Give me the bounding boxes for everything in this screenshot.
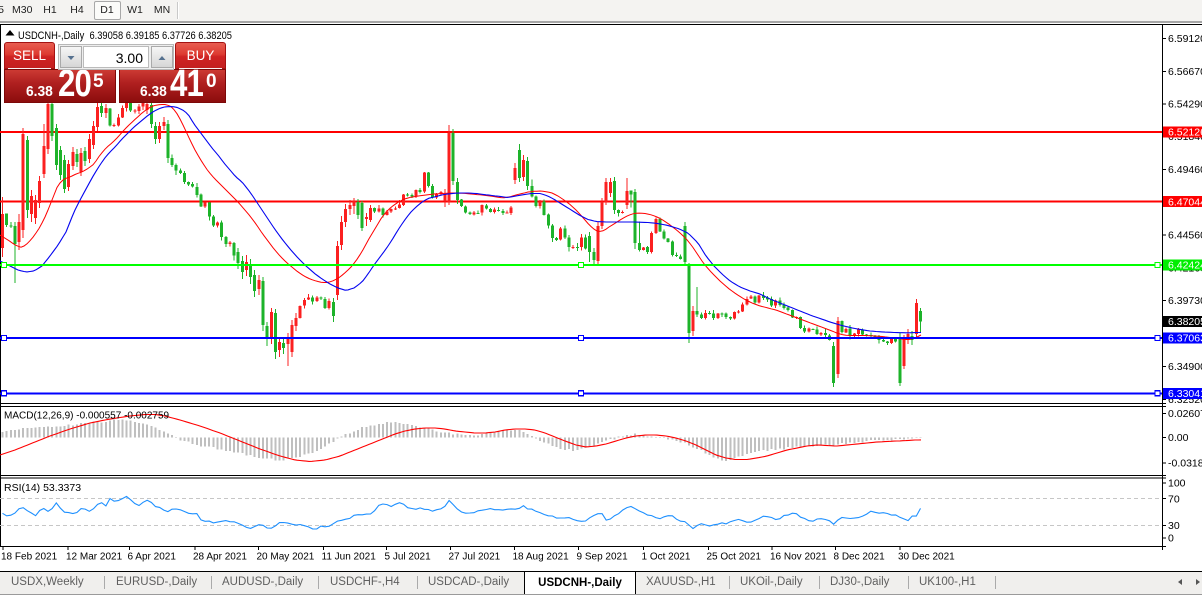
- svg-text:6.42424: 6.42424: [1168, 260, 1202, 272]
- svg-text:28 Apr 2021: 28 Apr 2021: [193, 552, 247, 563]
- svg-text:6.59120: 6.59120: [1168, 33, 1202, 45]
- svg-text:6 Apr 2021: 6 Apr 2021: [128, 552, 177, 563]
- svg-text:6.47044: 6.47044: [1168, 196, 1202, 208]
- svg-text:6.34900: 6.34900: [1168, 361, 1202, 373]
- svg-text:70: 70: [1168, 493, 1180, 505]
- svg-text:6.33041: 6.33041: [1168, 388, 1202, 400]
- svg-text:30 Dec 2021: 30 Dec 2021: [898, 552, 955, 563]
- svg-text:6.49460: 6.49460: [1168, 164, 1202, 176]
- svg-text:-0.03187: -0.03187: [1168, 458, 1202, 470]
- svg-text:RSI(14) 53.3373: RSI(14) 53.3373: [4, 482, 81, 494]
- svg-text:20 May 2021: 20 May 2021: [257, 552, 315, 563]
- svg-text:MACD(12,26,9) -0.000557 -0.002: MACD(12,26,9) -0.000557 -0.002759: [4, 411, 170, 422]
- svg-text:27 Jul 2021: 27 Jul 2021: [449, 552, 501, 563]
- svg-text:6.44560: 6.44560: [1168, 230, 1202, 242]
- svg-text:11 Jun 2021: 11 Jun 2021: [322, 552, 377, 563]
- svg-text:6.56670: 6.56670: [1168, 66, 1202, 78]
- svg-text:18 Aug 2021: 18 Aug 2021: [513, 552, 570, 563]
- svg-text:USDCNH-,Daily 6.39058 6.39185: USDCNH-,Daily 6.39058 6.39185 6.37726 6.…: [18, 30, 232, 42]
- svg-text:8 Dec 2021: 8 Dec 2021: [834, 552, 886, 563]
- svg-text:6.38205: 6.38205: [1168, 316, 1202, 328]
- svg-text:6.54290: 6.54290: [1168, 99, 1202, 111]
- svg-text:0: 0: [1168, 533, 1174, 545]
- svg-text:0.02607: 0.02607: [1168, 408, 1202, 420]
- svg-text:5 Jul 2021: 5 Jul 2021: [385, 552, 432, 563]
- svg-text:6.37063: 6.37063: [1168, 333, 1202, 345]
- svg-text:25 Oct 2021: 25 Oct 2021: [707, 552, 762, 563]
- svg-text:6.39730: 6.39730: [1168, 295, 1202, 307]
- svg-text:30: 30: [1168, 520, 1180, 532]
- svg-text:18 Feb 2021: 18 Feb 2021: [1, 552, 58, 563]
- svg-text:9 Sep 2021: 9 Sep 2021: [577, 552, 629, 563]
- svg-text:12 Mar 2021: 12 Mar 2021: [66, 552, 123, 563]
- svg-text:0.00: 0.00: [1168, 432, 1189, 444]
- svg-text:100: 100: [1168, 478, 1186, 490]
- svg-text:1 Oct 2021: 1 Oct 2021: [642, 552, 691, 563]
- svg-text:16 Nov 2021: 16 Nov 2021: [770, 552, 827, 563]
